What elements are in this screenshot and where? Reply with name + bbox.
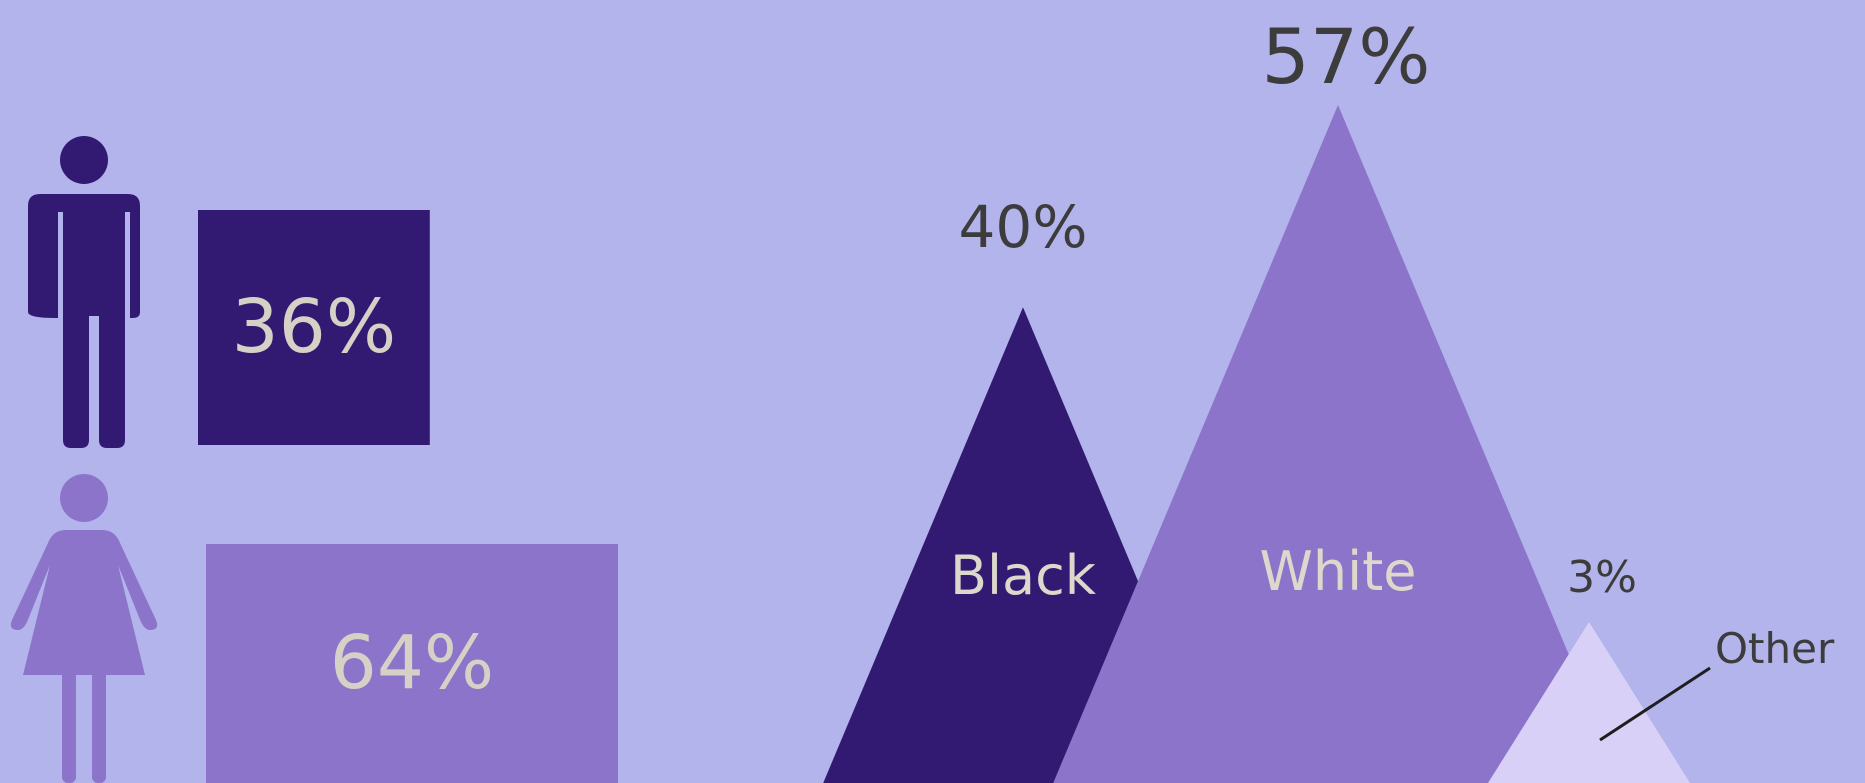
triangle-other-category-label: Other bbox=[1715, 624, 1835, 673]
bar-male-value-label: 36% bbox=[232, 284, 396, 370]
race-chart: 40% 57% 3% Black White Other bbox=[823, 12, 1835, 783]
triangle-other bbox=[1488, 622, 1690, 783]
triangle-white-category-label: White bbox=[1259, 540, 1416, 603]
triangle-white-value-label: 57% bbox=[1262, 12, 1431, 101]
male-person-icon bbox=[28, 136, 140, 448]
bar-female-value-label: 64% bbox=[330, 620, 494, 706]
bar-female bbox=[206, 544, 618, 783]
bar-male bbox=[198, 210, 430, 445]
triangle-black-value-label: 40% bbox=[959, 193, 1088, 261]
triangle-black-category-label: Black bbox=[950, 544, 1097, 607]
triangle-other-value-label: 3% bbox=[1567, 552, 1637, 603]
triangle-white bbox=[1053, 105, 1623, 783]
female-person-icon bbox=[10, 474, 158, 783]
other-leader-line bbox=[1599, 666, 1711, 742]
gender-chart: 36% 64% bbox=[10, 136, 618, 783]
